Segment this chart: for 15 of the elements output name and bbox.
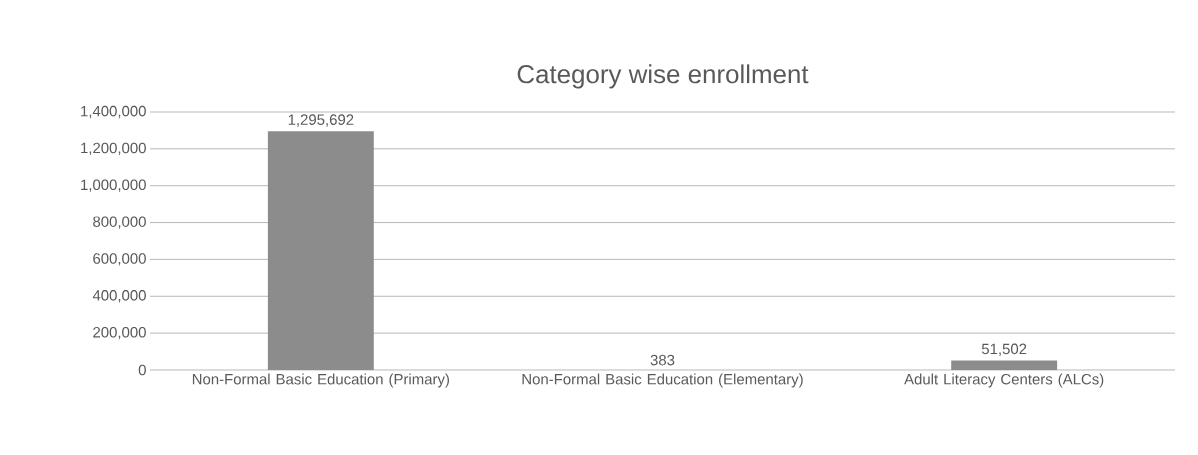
y-tick-label: 600,000 bbox=[93, 253, 146, 266]
y-tick-label: 0 bbox=[138, 364, 146, 376]
x-tick-label: Adult Literacy Centers (ALCs) bbox=[904, 373, 1104, 388]
data-label: 383 bbox=[650, 354, 675, 366]
y-tick-label: 200,000 bbox=[93, 326, 146, 340]
data-label: 51,502 bbox=[981, 343, 1027, 356]
x-tick-label: Non-Formal Basic Education (Primary) bbox=[192, 373, 449, 388]
y-tick-label: 1,400,000 bbox=[81, 105, 146, 119]
y-tick-label: 1,000,000 bbox=[81, 179, 146, 192]
y-tick-label: 800,000 bbox=[93, 216, 146, 229]
y-tick-label: 1,200,000 bbox=[81, 142, 146, 156]
chart-title: Category wise enrollment bbox=[517, 64, 809, 89]
x-tick-label: Non-Formal Basic Education (Elementary) bbox=[522, 373, 803, 388]
data-label: 1,295,692 bbox=[288, 114, 354, 127]
y-tick-label: 400,000 bbox=[92, 290, 146, 303]
